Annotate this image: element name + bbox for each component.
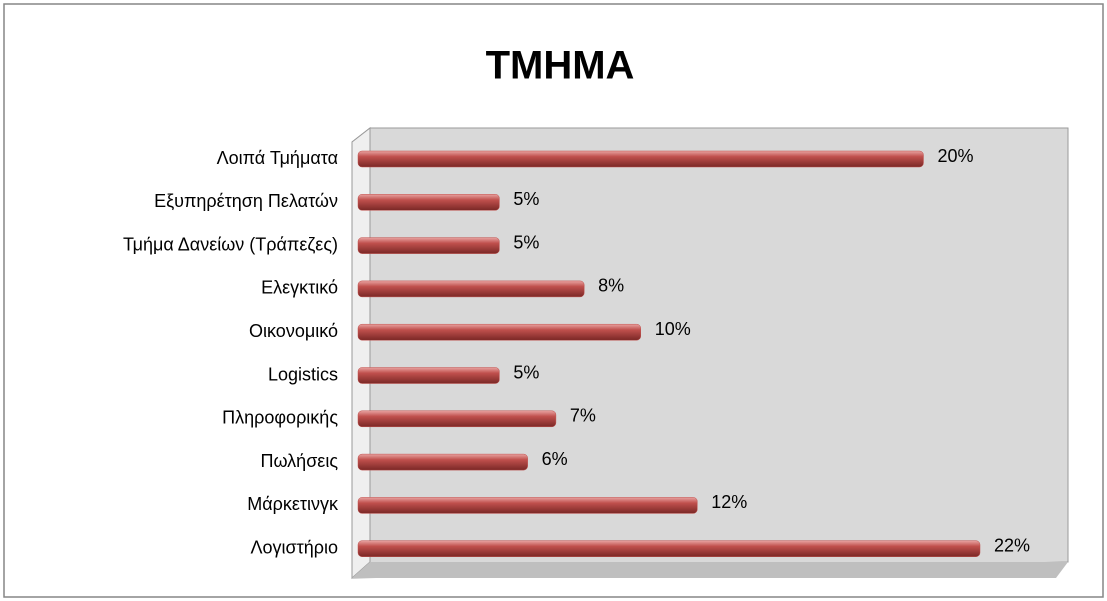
value-label: 20%: [937, 146, 973, 166]
bar: [357, 280, 585, 298]
chart-title: ΤΜΗΜΑ: [486, 44, 635, 88]
value-label: 10%: [655, 319, 691, 339]
category-label: Μάρκετινγκ: [247, 494, 339, 514]
value-label: 5%: [513, 362, 539, 382]
category-label: Οικονομικό: [249, 321, 338, 341]
bar: [357, 323, 641, 341]
value-label: 22%: [994, 535, 1030, 555]
category-label: Λογιστήριο: [250, 537, 338, 557]
bar: [357, 237, 500, 254]
category-label: Εξυπηρέτηση Πελατών: [154, 191, 338, 211]
category-label: Τμήμα Δανείων (Τράπεζες): [123, 234, 338, 254]
bar: [357, 194, 500, 211]
bar: [357, 367, 500, 384]
value-label: 5%: [513, 189, 539, 209]
bar: [357, 540, 981, 557]
value-label: 8%: [598, 276, 624, 296]
value-label: 5%: [513, 232, 539, 252]
category-label: Πωλήσεις: [260, 451, 338, 471]
bar: [357, 150, 924, 168]
plot-floor: [352, 562, 1068, 578]
value-label: 12%: [711, 492, 747, 512]
value-label: 6%: [542, 449, 568, 469]
bar: [357, 453, 528, 471]
value-label: 7%: [570, 406, 596, 426]
category-label: Ελεγκτικό: [261, 278, 338, 298]
bar: [357, 497, 698, 514]
category-label: Logistics: [268, 364, 338, 384]
category-label: Πληροφορικής: [222, 408, 338, 428]
bar: [357, 410, 557, 428]
category-label: Λοιπά Τμήματα: [217, 148, 338, 168]
